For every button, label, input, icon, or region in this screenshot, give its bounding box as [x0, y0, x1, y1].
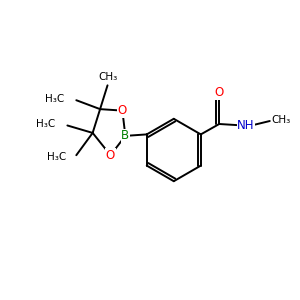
Text: CH₃: CH₃: [98, 72, 117, 82]
Text: CH₃: CH₃: [272, 115, 291, 124]
Text: B: B: [121, 129, 129, 142]
Text: H₃C: H₃C: [45, 94, 64, 104]
Text: H₃C: H₃C: [36, 119, 56, 129]
Text: H₃C: H₃C: [47, 152, 66, 162]
Text: O: O: [214, 86, 224, 99]
Text: O: O: [106, 149, 115, 162]
Text: O: O: [118, 104, 127, 117]
Text: NH: NH: [237, 119, 255, 132]
